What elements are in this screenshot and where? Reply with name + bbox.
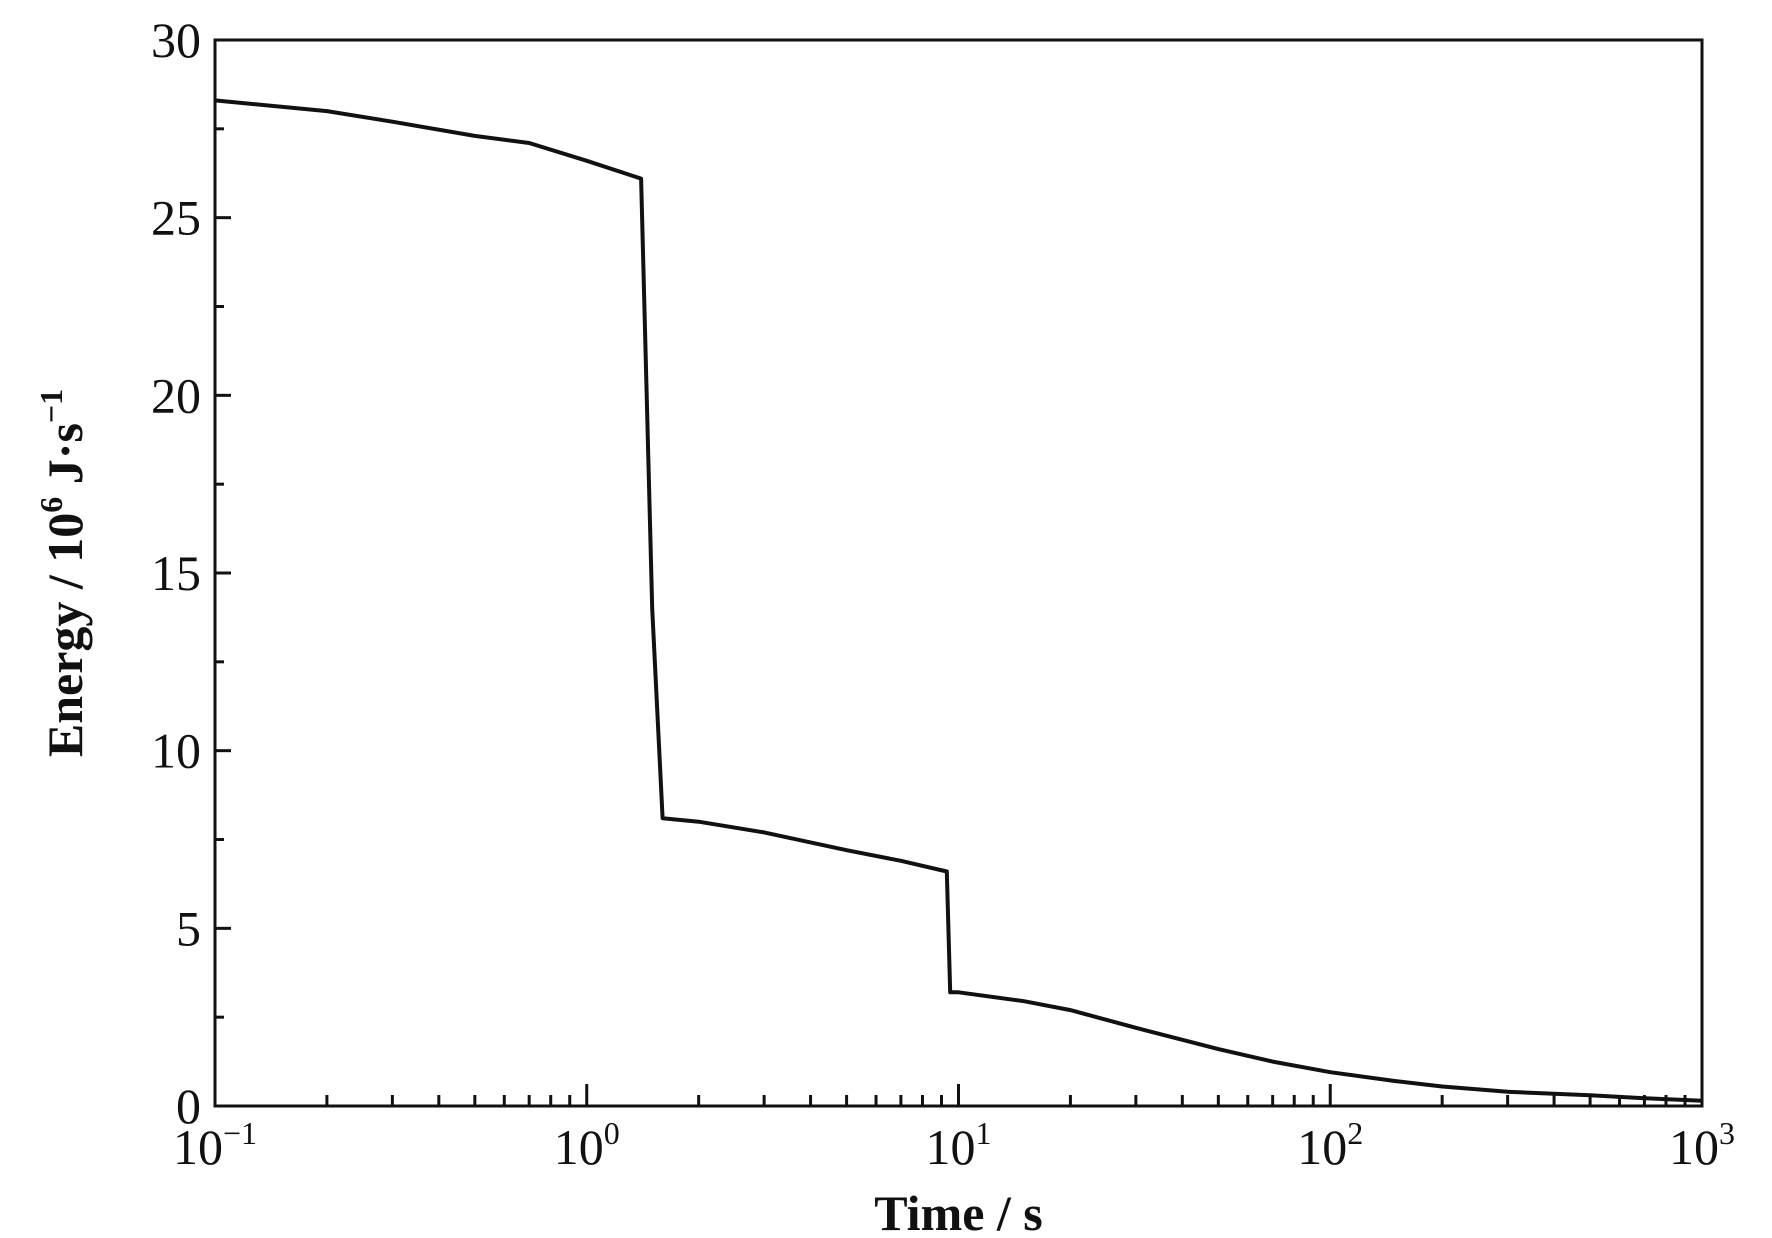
series-line [214, 98, 1703, 1103]
ticks-layer [213, 38, 1704, 1108]
y-axis-title-suffix-exponent: −1 [33, 389, 69, 423]
x-tick-label: 103 [1669, 1115, 1735, 1175]
plot-frame [213, 38, 1704, 1108]
x-tick-label: 101 [926, 1115, 992, 1175]
y-tick-label: 30 [151, 12, 201, 68]
y-tick-label: 20 [151, 367, 201, 423]
x-axis-title: Time / s [874, 1185, 1043, 1238]
y-tick-label: 10 [151, 723, 201, 779]
y-axis-title-suffix: J·s [37, 423, 93, 497]
labels-layer: 0 5 10 15 20 25 30 10−1 100 101 102 103 [151, 12, 1735, 1175]
x-tick-label: 100 [554, 1115, 620, 1175]
y-axis-title: Energy / 106 J·s−1 [33, 389, 93, 757]
y-tick-label: 15 [151, 545, 201, 601]
y-tick-label: 5 [176, 900, 201, 956]
y-axis-title-exponent: 6 [33, 497, 69, 513]
x-tick-label: 102 [1297, 1115, 1363, 1175]
y-tick-label: 0 [176, 1078, 201, 1134]
x-tick-label: 10−1 [173, 1115, 257, 1175]
series-layer [214, 98, 1703, 1103]
y-axis-title-prefix: Energy / 10 [37, 513, 93, 757]
y-tick-label: 25 [151, 190, 201, 246]
